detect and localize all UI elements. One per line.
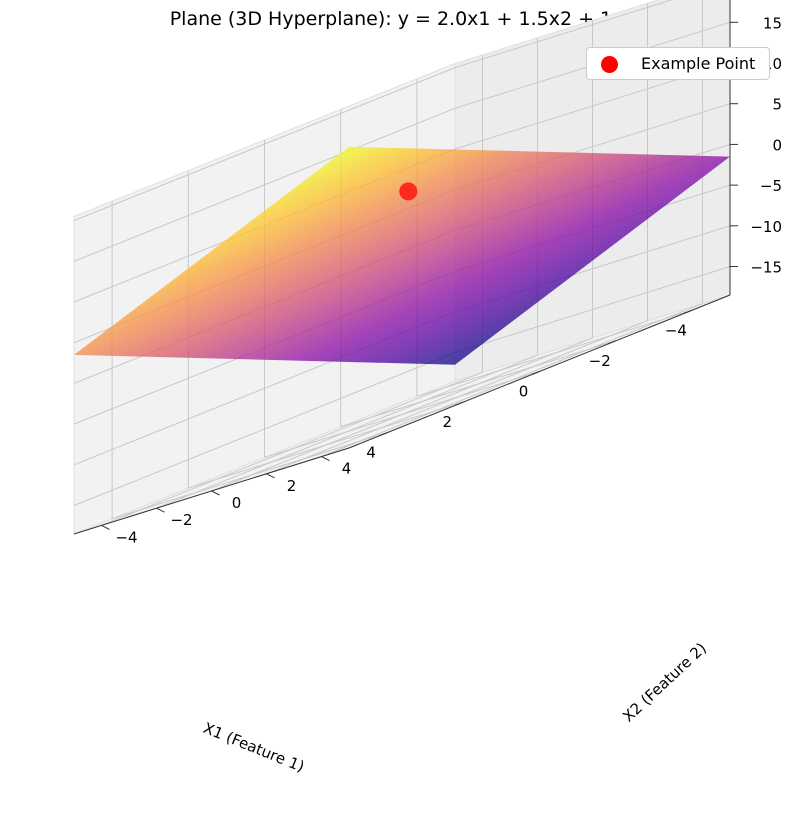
x-tick-label: −2 [589,352,611,370]
y-tick-mark [101,524,110,530]
surface-layer [74,146,730,365]
example-point [399,182,418,201]
y-tick-label: 0 [232,494,242,512]
y-tick-label: −4 [115,528,137,546]
y-tick-mark [266,473,275,479]
hyperplane-surface [74,146,730,365]
wall-grid-z-back [454,0,673,69]
legend: Example Point [586,47,770,80]
floor-grid-y [321,303,703,458]
x-axis-label: X1 (Feature 1) [201,719,307,776]
z-tick-label: 15 [763,14,782,32]
z-tick-label: −10 [750,218,782,236]
wall-grid-z-left [73,67,456,222]
y-tick-label: −2 [170,511,192,529]
data-points [399,182,418,201]
y-tick-mark [321,456,330,462]
y-tick-mark [156,507,165,513]
wall-grid-z-back [454,266,731,353]
x-tick-mark [607,340,616,345]
legend-label: Example Point [641,54,756,73]
floor-grid-y [266,320,648,475]
x-tick-label: 2 [443,413,453,431]
y-tick-label: 4 [342,460,352,478]
y-axis-label: X2 (Feature 2) [619,639,710,725]
axis-lines [73,0,738,535]
x-tick-mark [683,309,693,314]
legend-marker-red-dot [601,56,618,73]
x-tick-mark [531,371,540,375]
y-tick-label: 2 [287,477,297,495]
chart-title: Plane (3D Hyperplane): y = 2.0x1 + 1.5x2… [169,8,631,30]
z-tick-label: −15 [750,259,782,277]
z-tick-label: 0 [772,136,782,154]
x-tick-mark [455,401,464,406]
x-tick-label: −4 [665,321,687,339]
floor-grid-y [211,337,593,492]
x-tick-mark [378,432,388,437]
wall-grid-z-left [73,352,456,506]
z-tick-label: 5 [772,96,782,114]
wall-grid-z-left [73,107,456,262]
x-tick-label: 0 [519,383,529,401]
x-tick-label: 4 [366,444,376,462]
z-tick-label: −5 [760,177,782,195]
floor-grid-y [156,354,538,509]
y-tick-mark [211,490,220,496]
floor-grid-y [101,371,483,526]
